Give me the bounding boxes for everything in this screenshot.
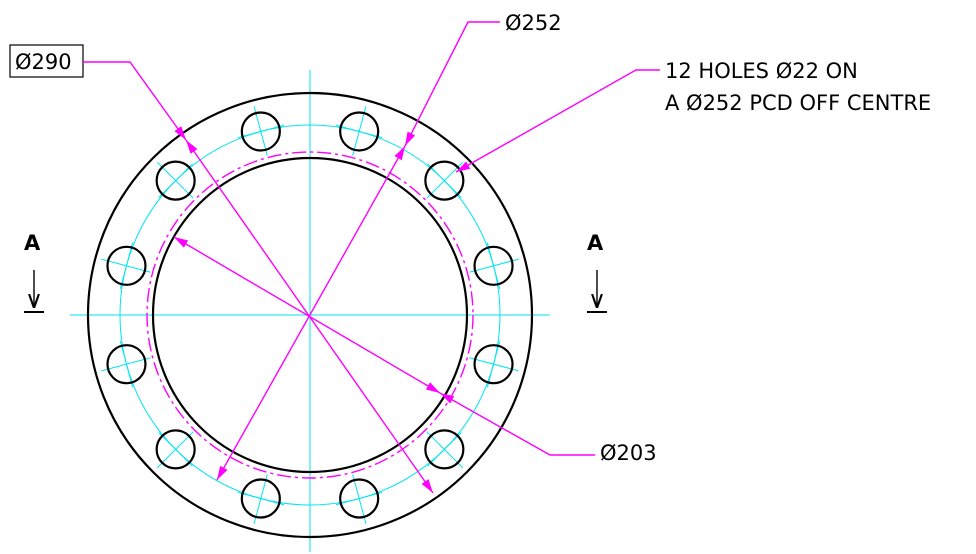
hole: [473, 245, 514, 286]
hole-cross: [119, 242, 134, 290]
dimensions: Ø290 Ø252 12 HOLES Ø22 ON A Ø252 PCD OFF…: [9, 11, 931, 494]
pcd-circle: [119, 124, 501, 506]
hole-cross: [427, 163, 462, 198]
note: 12 HOLES Ø22 ON: [665, 59, 858, 83]
hole-cross: [486, 340, 501, 388]
section-label: A: [587, 231, 604, 255]
box: [9, 44, 84, 78]
leader: [455, 69, 660, 173]
note: A Ø252 PCD OFF CENTRE: [665, 91, 931, 115]
hole-cross: [119, 340, 134, 388]
leader: [404, 21, 500, 147]
hole-cross: [486, 242, 501, 290]
leader: [83, 61, 187, 141]
dim-label: Ø252: [505, 11, 562, 35]
hole: [106, 245, 147, 286]
hole-cross: [335, 124, 383, 139]
hole: [473, 344, 514, 385]
leader: [439, 392, 595, 456]
section-label: A: [24, 231, 41, 255]
dim-line: [216, 145, 406, 481]
hole-cross: [427, 432, 462, 467]
section-marks: A A: [24, 231, 607, 313]
dim-line: [173, 236, 441, 394]
geometry: [70, 70, 550, 552]
hole-cross: [237, 491, 285, 506]
dim-label: Ø290: [15, 50, 72, 74]
hole: [106, 344, 147, 385]
dim-label: Ø203: [600, 441, 657, 465]
hole-cross: [335, 491, 383, 506]
outer-circle: [86, 91, 534, 539]
hole-cross: [237, 124, 285, 139]
